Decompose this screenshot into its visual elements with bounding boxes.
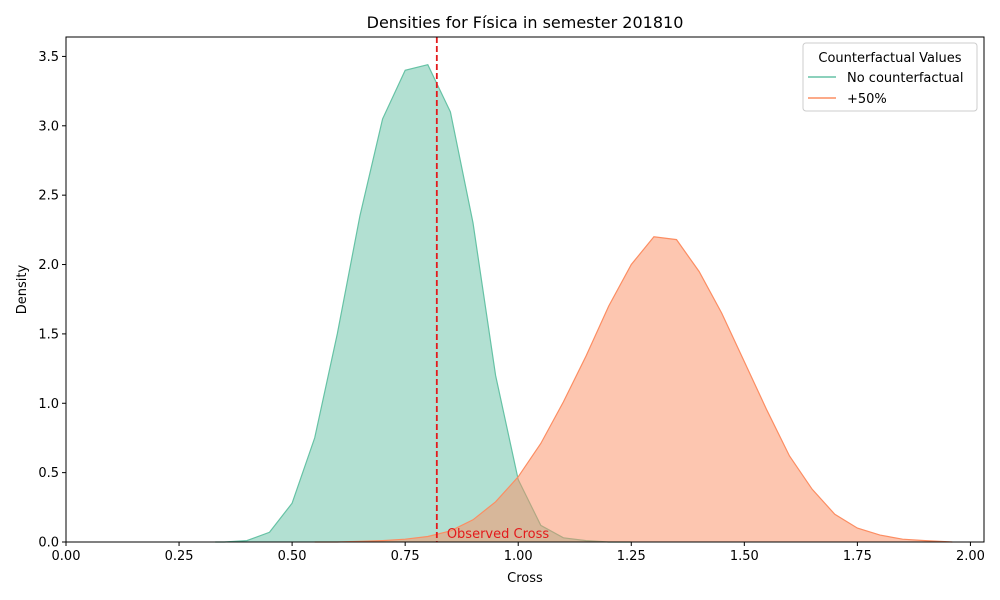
x-tick-label: 1.75: [843, 549, 872, 564]
y-tick-label: 0.5: [38, 466, 59, 481]
x-tick-label: 0.25: [165, 549, 194, 564]
y-tick-label: 1.0: [38, 397, 59, 412]
x-tick-label: 1.00: [504, 549, 533, 564]
legend-label-no-counterfactual: No counterfactual: [847, 71, 963, 86]
y-tick-label: 2.0: [38, 258, 59, 273]
density-area-no-counterfactual: [215, 64, 632, 542]
legend-box: [802, 42, 978, 112]
x-tick-label: 1.25: [617, 549, 646, 564]
x-tick-label: 0.50: [278, 549, 307, 564]
legend: Counterfactual Values No counterfactual …: [802, 42, 978, 112]
y-tick-label: 0.0: [38, 536, 59, 551]
y-axis: 0.0 0.5 1.0 1.5 2.0 2.5 3.0 3.5: [38, 50, 66, 551]
y-axis-label: Density: [15, 264, 30, 314]
density-area-plus-50: [314, 236, 953, 543]
x-tick-label: 0.75: [391, 549, 420, 564]
x-tick-label: 0.00: [52, 549, 81, 564]
y-tick-label: 2.5: [38, 189, 59, 204]
chart-title: Densities for Física in semester 201810: [367, 13, 684, 32]
plot-frame: [65, 36, 985, 543]
y-tick-label: 1.5: [38, 327, 59, 342]
x-axis: 0.00 0.25 0.50 0.75 1.00 1.25 1.50 1.75 2.00: [52, 542, 985, 564]
density-line-plus-50: [314, 236, 953, 543]
x-tick-label: 1.50: [730, 549, 759, 564]
legend-label-plus-50: +50%: [847, 92, 887, 107]
plot-area: Observed Cross: [215, 37, 953, 543]
legend-title: Counterfactual Values: [818, 51, 961, 66]
x-axis-label: Cross: [507, 571, 543, 586]
observed-cross-label: Observed Cross: [447, 527, 550, 542]
y-tick-label: 3.5: [38, 50, 59, 65]
y-tick-label: 3.0: [38, 119, 59, 134]
x-tick-label: 2.00: [956, 549, 985, 564]
